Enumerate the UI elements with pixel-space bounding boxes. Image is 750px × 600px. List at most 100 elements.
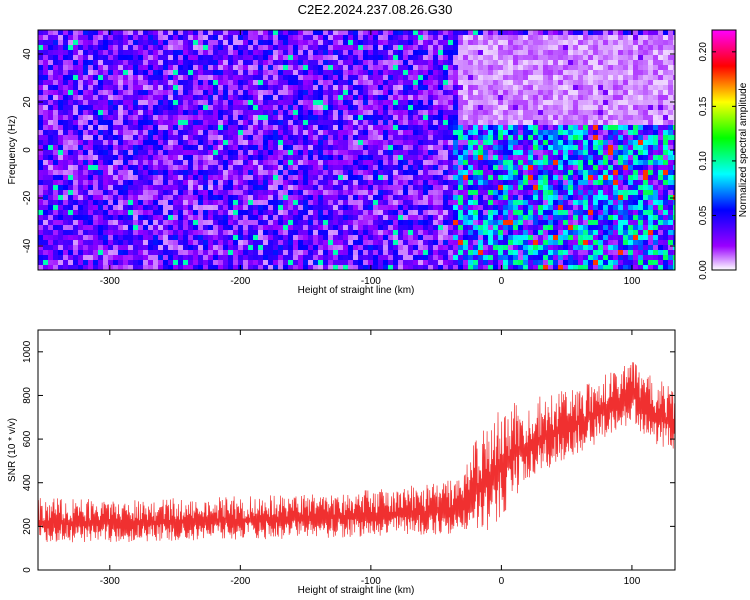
spectrogram-cell xyxy=(168,85,174,91)
spectrogram-cell xyxy=(93,150,99,156)
spectrogram-cell xyxy=(428,250,434,256)
spectrogram-cell xyxy=(393,220,399,226)
spectrogram-cell xyxy=(63,205,69,211)
spectrogram-cell xyxy=(83,235,89,241)
spectrogram-cell xyxy=(473,40,479,46)
spectrogram-cell xyxy=(423,170,429,176)
spectrogram-cell xyxy=(548,245,554,251)
spectrogram-cell xyxy=(523,215,529,221)
spectrogram-cell xyxy=(253,215,259,221)
spectrogram-cell xyxy=(468,250,474,256)
spectrogram-cell xyxy=(413,255,419,261)
spectrogram-cell xyxy=(413,210,419,216)
spectrogram-cell xyxy=(373,105,379,111)
spectrogram-cell xyxy=(398,185,404,191)
spectrogram-cell xyxy=(303,250,309,256)
spectrogram-cell xyxy=(258,180,264,186)
spectrogram-cell xyxy=(538,45,544,51)
spectrogram-cell xyxy=(353,210,359,216)
spectrogram-cell xyxy=(153,210,159,216)
spectrogram-cell xyxy=(118,195,124,201)
spectrogram-cell xyxy=(488,215,494,221)
spectrogram-cell xyxy=(183,225,189,231)
spectrogram-cell xyxy=(158,70,164,76)
spectrogram-cell xyxy=(313,265,319,270)
spectrogram-cell xyxy=(303,205,309,211)
spectrogram-cell xyxy=(543,155,549,161)
spectrogram-cell xyxy=(353,160,359,166)
spectrogram-cell xyxy=(58,30,64,36)
spectrogram-cell xyxy=(53,225,59,231)
spectrogram-cell xyxy=(383,130,389,136)
spectrogram-cell xyxy=(523,240,529,246)
spectrogram-cell xyxy=(43,235,49,241)
spectrogram-cell xyxy=(333,85,339,91)
spectrogram-cell xyxy=(263,105,269,111)
spectrogram-cell xyxy=(193,105,199,111)
spectrogram-cell xyxy=(423,40,429,46)
spectrogram-cell xyxy=(303,90,309,96)
spectrogram-cell xyxy=(538,40,544,46)
spectrogram-cell xyxy=(493,260,499,266)
spectrogram-cell xyxy=(438,140,444,146)
spectrogram-cell xyxy=(283,85,289,91)
spectrogram-cell xyxy=(93,105,99,111)
spectrogram-cell xyxy=(533,105,539,111)
spectrogram-cell xyxy=(203,90,209,96)
spectrogram-cell xyxy=(168,245,174,251)
spectrogram-cell xyxy=(123,100,129,106)
spectrogram-cell xyxy=(373,35,379,41)
spectrogram-cell xyxy=(518,265,524,270)
spectrogram-cell xyxy=(263,265,269,270)
spectrogram-cell xyxy=(308,40,314,46)
spectrogram-cell xyxy=(538,75,544,81)
spectrogram-cell xyxy=(343,95,349,101)
spectrogram-cell xyxy=(428,165,434,171)
spectrogram-cell xyxy=(443,30,449,36)
spectrogram-cell xyxy=(538,240,544,246)
spectrogram-cell xyxy=(223,155,229,161)
spectrogram-cell xyxy=(368,50,374,56)
spectrogram-cell xyxy=(208,145,214,151)
spectrogram-cell xyxy=(363,165,369,171)
spectrogram-cell xyxy=(113,195,119,201)
spectrogram-cell xyxy=(418,245,424,251)
spectrogram-cell xyxy=(398,55,404,61)
spectrogram-cell xyxy=(543,230,549,236)
spectrogram-cell xyxy=(218,225,224,231)
spectrogram-cell xyxy=(243,105,249,111)
spectrogram-cell xyxy=(268,165,274,171)
spectrogram-cell xyxy=(343,30,349,36)
spectrogram-cell xyxy=(73,105,79,111)
spectrogram-cell xyxy=(463,215,469,221)
spectrogram-cell xyxy=(48,195,54,201)
spectrogram-cell xyxy=(383,40,389,46)
spectrogram-cell xyxy=(248,115,254,121)
spectrogram-cell xyxy=(258,75,264,81)
spectrogram-cell xyxy=(338,110,344,116)
spectrogram-cell xyxy=(58,160,64,166)
spectrogram-cell xyxy=(58,210,64,216)
spectrogram-cell xyxy=(303,45,309,51)
spectrogram-cell xyxy=(348,65,354,71)
spectrogram-cell xyxy=(138,170,144,176)
spectrogram-cell xyxy=(523,220,529,226)
spectrogram-cell xyxy=(303,155,309,161)
spectrogram-cell xyxy=(513,175,519,181)
spectrogram-cell xyxy=(158,230,164,236)
spectrogram-cell xyxy=(278,125,284,131)
spectrogram-cell xyxy=(338,55,344,61)
spectrogram-cell xyxy=(168,70,174,76)
spectrogram-cell xyxy=(288,100,294,106)
spectrogram-cell xyxy=(428,115,434,121)
spectrogram-cell xyxy=(443,240,449,246)
spectrogram-cell xyxy=(73,140,79,146)
spectrogram-cell xyxy=(368,40,374,46)
spectrogram-cell xyxy=(273,90,279,96)
spectrogram-cell xyxy=(73,30,79,36)
spectrogram-cell xyxy=(438,265,444,270)
spectrogram-cell xyxy=(288,145,294,151)
spectrogram-cell xyxy=(533,180,539,186)
spectrogram-cell xyxy=(493,235,499,241)
spectrogram-cell xyxy=(338,95,344,101)
